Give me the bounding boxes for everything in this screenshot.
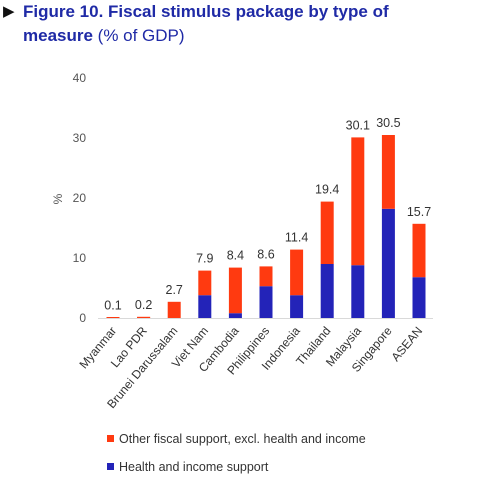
bar-segment-other-fiscal <box>290 249 304 296</box>
legend-swatch <box>107 463 114 470</box>
bar-segment-health-income <box>228 313 242 318</box>
bar-segment-other-fiscal <box>198 270 212 296</box>
bar-segment-other-fiscal <box>137 317 151 318</box>
bar-segment-other-fiscal <box>167 301 181 318</box>
y-tick-label: 40 <box>73 71 87 85</box>
bar-value-label: 30.5 <box>376 116 400 130</box>
y-tick-label: 20 <box>73 191 87 205</box>
bar-segment-other-fiscal <box>259 266 273 287</box>
legend-label: Other fiscal support, excl. health and i… <box>119 432 366 446</box>
bar-segment-other-fiscal <box>412 223 426 278</box>
bar-value-label: 15.7 <box>407 205 431 219</box>
bar-segment-other-fiscal <box>320 201 334 264</box>
figure-title-text: Figure 10. Fiscal stimulus package by ty… <box>23 0 389 48</box>
legend-swatch <box>107 435 114 442</box>
bar-segment-health-income <box>259 286 273 318</box>
bar-segment-other-fiscal <box>228 267 242 314</box>
bar-value-label: 7.9 <box>196 252 213 266</box>
bar-segment-health-income <box>381 208 395 318</box>
y-tick-label: 10 <box>73 251 87 265</box>
bar-value-label: 19.4 <box>315 183 339 197</box>
bar-value-label: 30.1 <box>346 118 370 132</box>
bar-segment-health-income <box>290 295 304 318</box>
bars-group <box>106 135 426 318</box>
bar-segment-health-income <box>320 264 334 318</box>
legend: Other fiscal support, excl. health and i… <box>107 432 366 474</box>
bar-value-label: 0.2 <box>135 298 152 312</box>
figure-title-line2: measure <box>23 26 93 45</box>
bar-value-label: 2.7 <box>166 283 183 297</box>
triangle-marker-icon: ▶ <box>3 3 15 20</box>
x-category-label: ASEAN <box>388 324 425 364</box>
y-axis: 0 10 20 30 40% <box>51 71 433 325</box>
y-tick-label: 0 <box>79 311 86 325</box>
bar-segment-health-income <box>351 265 365 318</box>
bar-segment-other-fiscal <box>351 137 365 266</box>
bar-value-label: 0.1 <box>104 298 121 312</box>
figure-title-block: ▶ Figure 10. Fiscal stimulus package by … <box>0 0 470 48</box>
y-axis-title: % <box>51 193 65 204</box>
bar-segment-health-income <box>412 277 426 318</box>
bar-value-label: 8.4 <box>227 249 244 263</box>
y-tick-label: 30 <box>73 131 87 145</box>
legend-label: Health and income support <box>119 460 269 474</box>
figure-title-unit: (% of GDP) <box>92 26 185 45</box>
figure-title-line1: Figure 10. Fiscal stimulus package by ty… <box>23 2 389 21</box>
figure-title: ▶ Figure 10. Fiscal stimulus package by … <box>0 0 470 48</box>
bar-segment-other-fiscal <box>381 135 395 209</box>
bar-value-label: 8.6 <box>257 247 274 261</box>
value-labels-group: 0.1 0.2 2.7 7.9 8.4 8.6 11.4 19.4 30.1 30.5 15.7 <box>104 116 431 312</box>
bar-value-label: 11.4 <box>285 231 308 245</box>
bar-segment-other-fiscal <box>106 317 120 318</box>
bar-segment-health-income <box>198 295 212 318</box>
